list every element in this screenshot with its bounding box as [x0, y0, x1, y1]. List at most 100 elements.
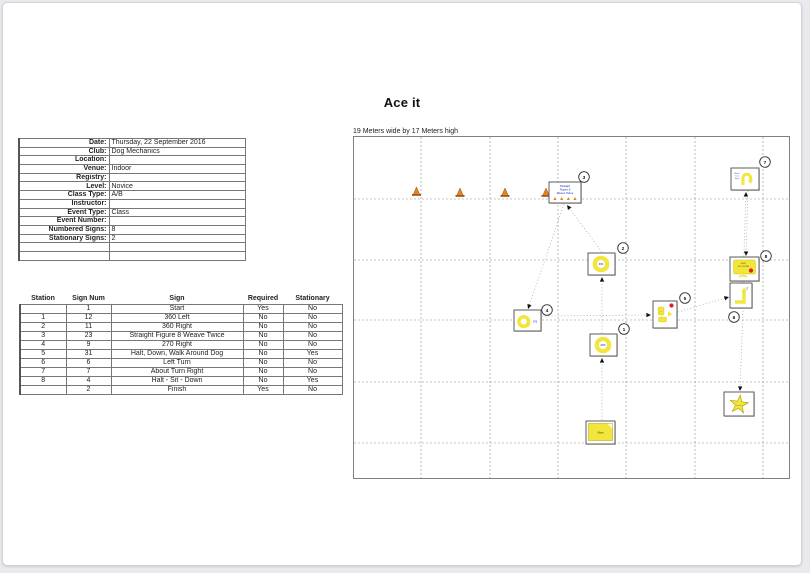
- sign-box: [730, 167, 760, 191]
- sign-6: LT: [729, 282, 753, 309]
- info-value: 8: [108, 224, 246, 235]
- info-row: Event Number:: [18, 216, 246, 226]
- sign-2: 360: [587, 252, 616, 276]
- stations-header-cell: Required: [247, 295, 279, 302]
- path-arrowhead: [599, 358, 605, 363]
- station-cell: 7: [19, 367, 67, 377]
- info-value: Novice: [108, 181, 246, 192]
- station-row: 6 6 Left Turn No No: [19, 358, 343, 368]
- station-cell: Left Turn: [110, 358, 244, 368]
- station-cell: No: [242, 331, 284, 341]
- info-row: Date: Thursday, 22 September 2016: [18, 138, 246, 148]
- station-badge-1: 1: [618, 323, 630, 335]
- station-cell: No: [242, 349, 284, 359]
- station-cell: Straight Figure 8 Weave Twice: [110, 331, 244, 341]
- sign-micro-text: 3: [583, 175, 586, 181]
- station-badge-4: 4: [541, 304, 553, 316]
- handler-figure-icon: [657, 306, 665, 316]
- station-cell: 23: [65, 331, 112, 341]
- info-row: Numbered Signs: 8: [18, 224, 246, 235]
- sign-micro-text: H: [660, 312, 662, 314]
- station-cell: 11: [65, 322, 112, 332]
- info-value: Class: [108, 207, 246, 218]
- station-cell: Finish: [110, 385, 244, 395]
- sign-micro-text: About: [734, 172, 740, 175]
- station-cell: 360 Left: [110, 313, 244, 323]
- stations-header-cell: Sign: [169, 295, 185, 302]
- sign-micro-text: 1: [623, 327, 626, 333]
- sign-micro-text: 2: [622, 246, 625, 252]
- info-row: [18, 250, 246, 261]
- info-row: [18, 242, 246, 252]
- info-value: A/B: [108, 190, 246, 200]
- station-cell: Yes: [282, 349, 343, 359]
- mini-cone-icon: [553, 197, 557, 200]
- station-badge-2: 2: [617, 242, 629, 254]
- sign-micro-text: 360: [598, 262, 603, 266]
- station-cell: 360 Right: [110, 322, 244, 332]
- station-cell: 4: [19, 340, 67, 350]
- info-label: Location:: [18, 155, 110, 166]
- course-path-3-to-4: [528, 203, 565, 307]
- finish-star-icon: [729, 394, 750, 414]
- station-cell: No: [282, 322, 343, 332]
- stations-header-cell: Stationary: [295, 295, 330, 302]
- loop-arrow-icon: [594, 336, 612, 354]
- station-row: 8 4 Halt - Sit - Down No Yes: [19, 376, 343, 386]
- info-label: [18, 242, 110, 252]
- info-row: Location:: [18, 155, 246, 166]
- station-cell: Start: [110, 304, 244, 314]
- turn-arrow-icon: [735, 292, 746, 304]
- station-cell: 7: [65, 367, 112, 377]
- sign-micro-text: 7: [764, 160, 767, 166]
- station-cell: Yes: [282, 376, 343, 386]
- finish-sign: Finish: [723, 391, 755, 417]
- path-arrowhead: [599, 277, 605, 282]
- station-row: 3 23 Straight Figure 8 Weave Twice No No: [19, 331, 343, 341]
- info-value: Thursday, 22 September 2016: [108, 138, 246, 148]
- info-value: Indoor: [108, 164, 246, 174]
- mini-cone-icon: [573, 197, 577, 200]
- station-cell: 5: [19, 349, 67, 359]
- station-cell: 1: [65, 304, 112, 314]
- station-row: 4 9 270 Right No No: [19, 340, 343, 350]
- loop-arrow-icon: [592, 255, 610, 273]
- station-cell: No: [282, 331, 343, 341]
- station-badge-5: 5: [679, 292, 691, 304]
- info-label: Club:: [18, 146, 110, 157]
- station-cell: 4: [65, 376, 112, 386]
- info-value: [108, 198, 246, 209]
- info-label: Stationary Signs:: [18, 233, 110, 244]
- info-value: [108, 242, 246, 252]
- start-sign: Start: [585, 420, 616, 445]
- info-row: Registry:: [18, 172, 246, 183]
- station-cell: No: [282, 313, 343, 323]
- station-cell: 2: [19, 322, 67, 332]
- station-cell: No: [242, 313, 284, 323]
- station-cell: [19, 385, 67, 395]
- event-info-table: Date: Thursday, 22 September 2016 Club: Dog…: [18, 138, 246, 261]
- info-label: Event Type:: [18, 207, 110, 218]
- sign-micro-text: Straight: [560, 184, 570, 188]
- stations-header-cell: Sign Num: [72, 295, 105, 302]
- station-cell: Halt - Sit - Down: [110, 376, 244, 386]
- station-cell: 8: [19, 376, 67, 386]
- mini-cone-icon: [560, 197, 564, 200]
- sign-micro-text: Start: [597, 431, 603, 435]
- info-label: Class Type:: [18, 190, 110, 200]
- course-title: Ace it: [383, 95, 421, 110]
- info-label: Venue:: [18, 164, 110, 174]
- station-badge-7: 7: [759, 156, 771, 168]
- sign-micro-text: Right: [735, 177, 740, 180]
- path-arrowhead: [527, 303, 532, 309]
- station-row: 2 Finish Yes No: [19, 385, 343, 395]
- info-value: [108, 216, 246, 226]
- path-arrowhead: [743, 192, 749, 197]
- sign-box: [548, 181, 582, 204]
- station-badge-6: 6: [728, 311, 740, 323]
- info-row: Stationary Signs: 2: [18, 233, 246, 244]
- info-row: Level: Novice: [18, 181, 246, 192]
- info-row: Event Type: Class: [18, 207, 246, 218]
- info-label: Instructor:: [18, 198, 110, 209]
- info-value: 2: [108, 233, 246, 244]
